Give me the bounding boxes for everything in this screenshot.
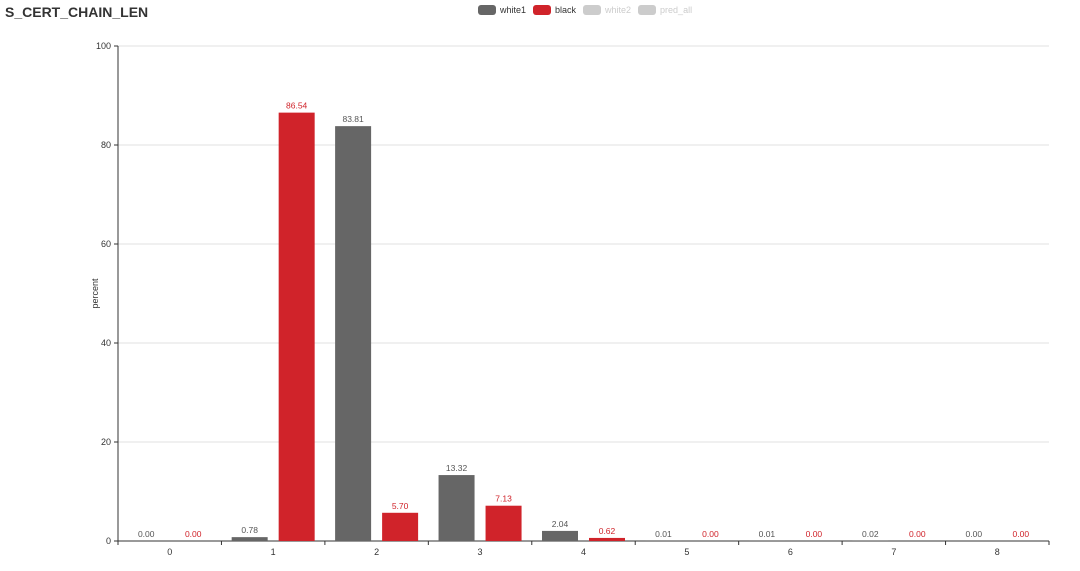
data-label-black: 0.00	[185, 529, 202, 539]
data-label-white1: 2.04	[552, 519, 569, 529]
y-tick-label: 20	[101, 437, 111, 447]
data-label-black: 0.00	[909, 529, 926, 539]
legend-item-white2[interactable]: white2	[583, 5, 631, 15]
legend-label-black: black	[555, 5, 577, 15]
data-label-white1: 83.81	[342, 114, 364, 124]
legend-item-black[interactable]: black	[533, 5, 576, 15]
x-tick-label: 1	[271, 547, 276, 557]
y-axis-title: percent	[90, 278, 100, 309]
y-tick-label: 100	[96, 41, 111, 51]
label-layer: 0.00 0.78 83.81 13.32 2.04 0.01 0.01 0.02 0.00 0.…	[138, 101, 1029, 539]
legend-swatch-pred-all	[638, 5, 657, 15]
x-tick-label: 5	[684, 547, 689, 557]
y-tick-label: 80	[101, 140, 111, 150]
bar-layer	[231, 112, 889, 541]
data-label-black: 0.00	[702, 529, 719, 539]
x-tick-label: 2	[374, 547, 379, 557]
data-label-white1: 0.02	[862, 529, 879, 539]
data-label-white1: 0.01	[655, 529, 672, 539]
data-label-black: 0.00	[1013, 529, 1030, 539]
data-label-black: 0.62	[599, 526, 616, 536]
bar-black	[485, 505, 522, 541]
data-label-black: 0.00	[806, 529, 823, 539]
data-label-white1: 0.01	[759, 529, 776, 539]
legend-swatch-black	[533, 5, 552, 15]
data-label-white1: 0.00	[138, 529, 155, 539]
x-tick-label: 7	[891, 547, 896, 557]
bar-white1	[438, 475, 475, 541]
bar-black	[278, 112, 315, 541]
legend-swatch-white1	[478, 5, 496, 15]
data-label-black: 5.70	[392, 501, 409, 511]
chart-title: S_CERT_CHAIN_LEN	[5, 4, 149, 20]
legend-item-pred-all[interactable]: pred_all	[638, 5, 692, 15]
legend-label-white1: white1	[500, 5, 527, 15]
data-label-white1: 13.32	[446, 463, 468, 473]
bar-white1	[542, 530, 578, 541]
x-tick-label: 3	[478, 547, 483, 557]
x-tick-label: 0	[167, 547, 172, 557]
axis-layer: 0 20 40 60 80 100 percent 0 1 2 3 4 5 6 7 8	[90, 41, 1050, 557]
bar-black	[382, 512, 419, 541]
data-label-white1: 0.00	[966, 529, 983, 539]
legend: white1 black white2 pred_all	[478, 5, 699, 15]
grid-layer	[118, 45, 1049, 443]
legend-label-pred-all: pred_all	[660, 5, 693, 15]
data-label-white1: 0.78	[241, 525, 258, 535]
y-tick-label: 0	[106, 536, 111, 546]
bar-white1	[335, 126, 372, 541]
y-tick-label: 60	[101, 239, 111, 249]
data-label-black: 86.54	[286, 101, 308, 111]
legend-label-white2: white2	[605, 5, 632, 15]
legend-swatch-white2	[583, 5, 602, 15]
x-tick-label: 6	[788, 547, 793, 557]
x-tick-label: 4	[581, 547, 586, 557]
bar-white1	[231, 537, 268, 541]
bar-black	[589, 537, 625, 541]
data-label-black: 7.13	[495, 494, 512, 504]
y-tick-label: 40	[101, 338, 111, 348]
legend-item-white1[interactable]: white1	[478, 5, 526, 15]
x-tick-label: 8	[995, 547, 1000, 557]
